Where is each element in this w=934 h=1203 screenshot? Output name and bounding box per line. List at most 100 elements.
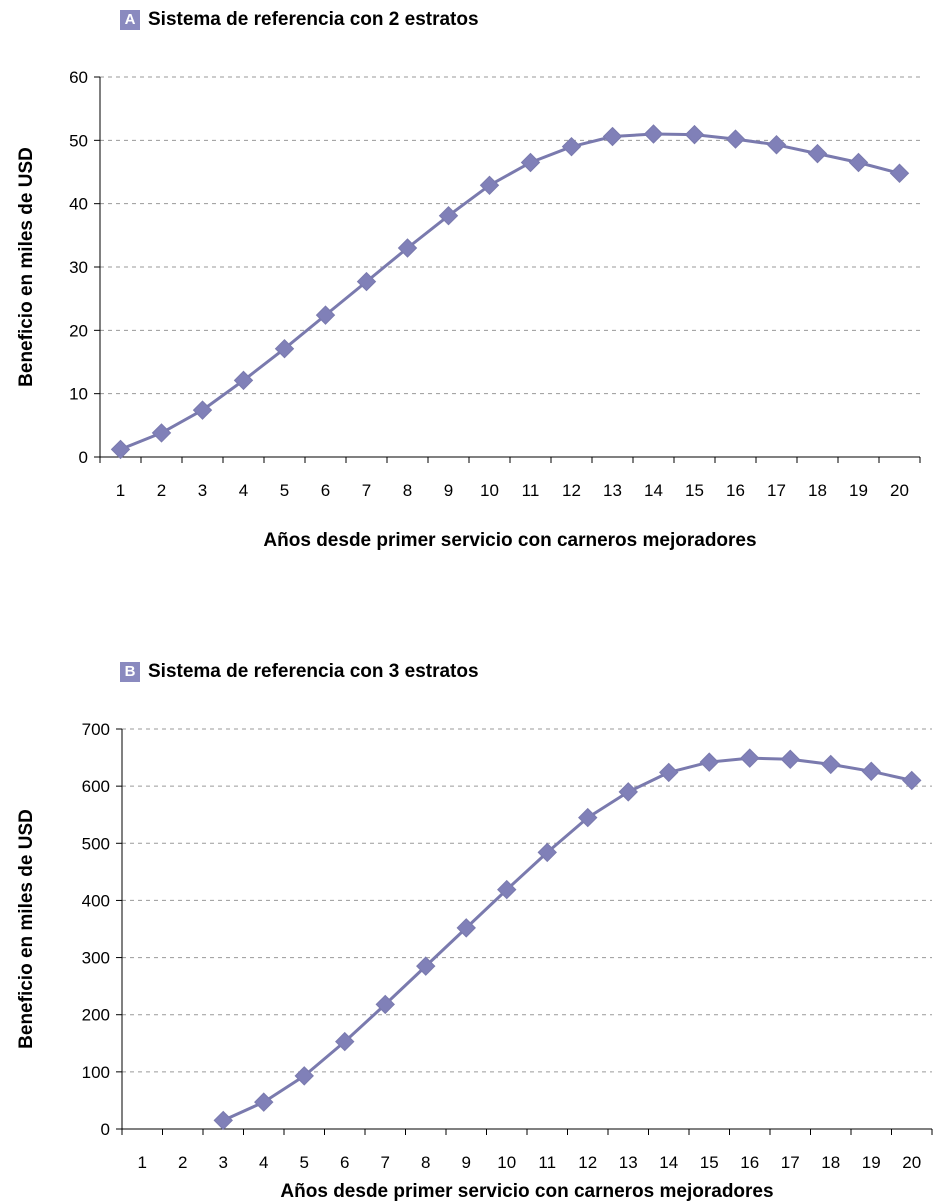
- x-tick-label: 17: [781, 1153, 800, 1172]
- data-point: [537, 842, 557, 863]
- x-tick-label: 14: [659, 1153, 678, 1172]
- data-point: [821, 754, 841, 775]
- y-axis-label: Beneficio en miles de USD: [16, 809, 37, 1049]
- y-tick-label: 20: [69, 321, 88, 340]
- data-point: [315, 305, 336, 325]
- data-point: [659, 762, 679, 783]
- data-point: [725, 129, 746, 149]
- x-tick-label: 15: [700, 1153, 719, 1172]
- x-tick-label: 4: [259, 1153, 268, 1172]
- x-tick-label: 11: [522, 481, 540, 500]
- x-tick-label: 18: [808, 481, 827, 500]
- panel-b-badge: B: [120, 662, 140, 682]
- x-tick-label: 2: [178, 1153, 187, 1172]
- data-point: [356, 271, 377, 292]
- y-tick-label: 100: [82, 1063, 110, 1082]
- series-line: [222, 756, 913, 1122]
- panel-a-title-text: Sistema de referencia con 2 estratos: [148, 9, 479, 30]
- panel-b-title-text: Sistema de referencia con 3 estratos: [148, 661, 479, 682]
- x-tick-label: 7: [362, 481, 371, 500]
- y-tick-label: 700: [82, 720, 110, 739]
- panel-a-badge: A: [120, 10, 140, 30]
- data-point: [807, 143, 828, 164]
- data-point: [274, 338, 295, 359]
- data-point: [740, 748, 760, 768]
- x-tick-label: 17: [767, 481, 786, 500]
- y-tick-label: 200: [82, 1006, 110, 1025]
- x-tick-label: 12: [562, 481, 581, 500]
- y-tick-label: 40: [69, 195, 88, 214]
- x-tick-label: 13: [603, 481, 622, 500]
- data-point: [375, 994, 395, 1015]
- x-tick-label: 19: [849, 481, 868, 500]
- data-point: [456, 918, 476, 938]
- y-tick-label: 0: [101, 1120, 110, 1139]
- y-tick-label: 10: [69, 385, 88, 404]
- data-point: [643, 124, 664, 144]
- x-tick-label: 12: [578, 1153, 597, 1172]
- x-tick-label: 5: [280, 481, 289, 500]
- data-point: [684, 124, 705, 145]
- x-axis-label: Años desde primer servicio con carneros …: [280, 1181, 773, 1202]
- y-tick-label: 0: [79, 448, 88, 467]
- panel-b-title: B Sistema de referencia con 3 estratos: [120, 661, 479, 683]
- data-point: [416, 956, 436, 976]
- data-point: [254, 1092, 274, 1112]
- data-point: [848, 152, 869, 173]
- x-tick-label: 20: [902, 1153, 921, 1172]
- y-tick-label: 30: [69, 258, 88, 277]
- data-point: [397, 238, 418, 258]
- y-tick-label: 60: [69, 68, 88, 87]
- data-point: [520, 152, 541, 173]
- x-tick-label: 1: [116, 481, 125, 500]
- series-line: [119, 132, 900, 451]
- data-point: [192, 400, 213, 420]
- x-tick-label: 11: [538, 1153, 556, 1172]
- data-point: [497, 879, 517, 900]
- data-point: [889, 163, 910, 183]
- data-point: [479, 175, 500, 196]
- x-tick-label: 20: [890, 481, 909, 500]
- x-tick-label: 8: [403, 481, 412, 500]
- x-axis-label: Años desde primer servicio con carneros …: [263, 530, 756, 551]
- y-tick-label: 500: [82, 834, 110, 853]
- data-point: [861, 761, 881, 781]
- data-point: [213, 1110, 233, 1131]
- x-tick-label: 15: [685, 481, 704, 500]
- x-tick-label: 18: [821, 1153, 840, 1172]
- x-tick-label: 6: [340, 1153, 349, 1172]
- data-point: [578, 807, 598, 828]
- x-tick-label: 14: [644, 481, 663, 500]
- data-point: [561, 136, 582, 157]
- x-tick-label: 10: [497, 1153, 516, 1172]
- x-tick-label: 16: [740, 1153, 759, 1172]
- data-point: [335, 1031, 355, 1052]
- y-tick-label: 400: [82, 891, 110, 910]
- x-tick-label: 4: [239, 481, 248, 500]
- x-tick-label: 16: [726, 481, 745, 500]
- x-tick-label: 10: [480, 481, 499, 500]
- x-tick-label: 7: [381, 1153, 390, 1172]
- data-point: [766, 135, 787, 155]
- x-tick-label: 9: [462, 1153, 471, 1172]
- x-tick-label: 8: [421, 1153, 430, 1172]
- y-tick-label: 600: [82, 777, 110, 796]
- x-tick-label: 2: [157, 481, 166, 500]
- data-point: [438, 205, 459, 226]
- panel-a-title: A Sistema de referencia con 2 estratos: [120, 9, 479, 31]
- x-tick-label: 6: [321, 481, 330, 500]
- y-tick-label: 300: [82, 949, 110, 968]
- y-axis-label: Beneficio en miles de USD: [16, 147, 37, 387]
- x-tick-label: 1: [138, 1153, 147, 1172]
- x-tick-label: 5: [300, 1153, 309, 1172]
- x-tick-label: 3: [198, 481, 207, 500]
- data-point: [699, 752, 719, 772]
- x-tick-label: 3: [219, 1153, 228, 1172]
- y-tick-label: 50: [69, 131, 88, 150]
- x-tick-label: 13: [619, 1153, 638, 1172]
- data-point: [780, 749, 800, 769]
- data-point: [602, 126, 623, 147]
- data-point: [233, 370, 254, 391]
